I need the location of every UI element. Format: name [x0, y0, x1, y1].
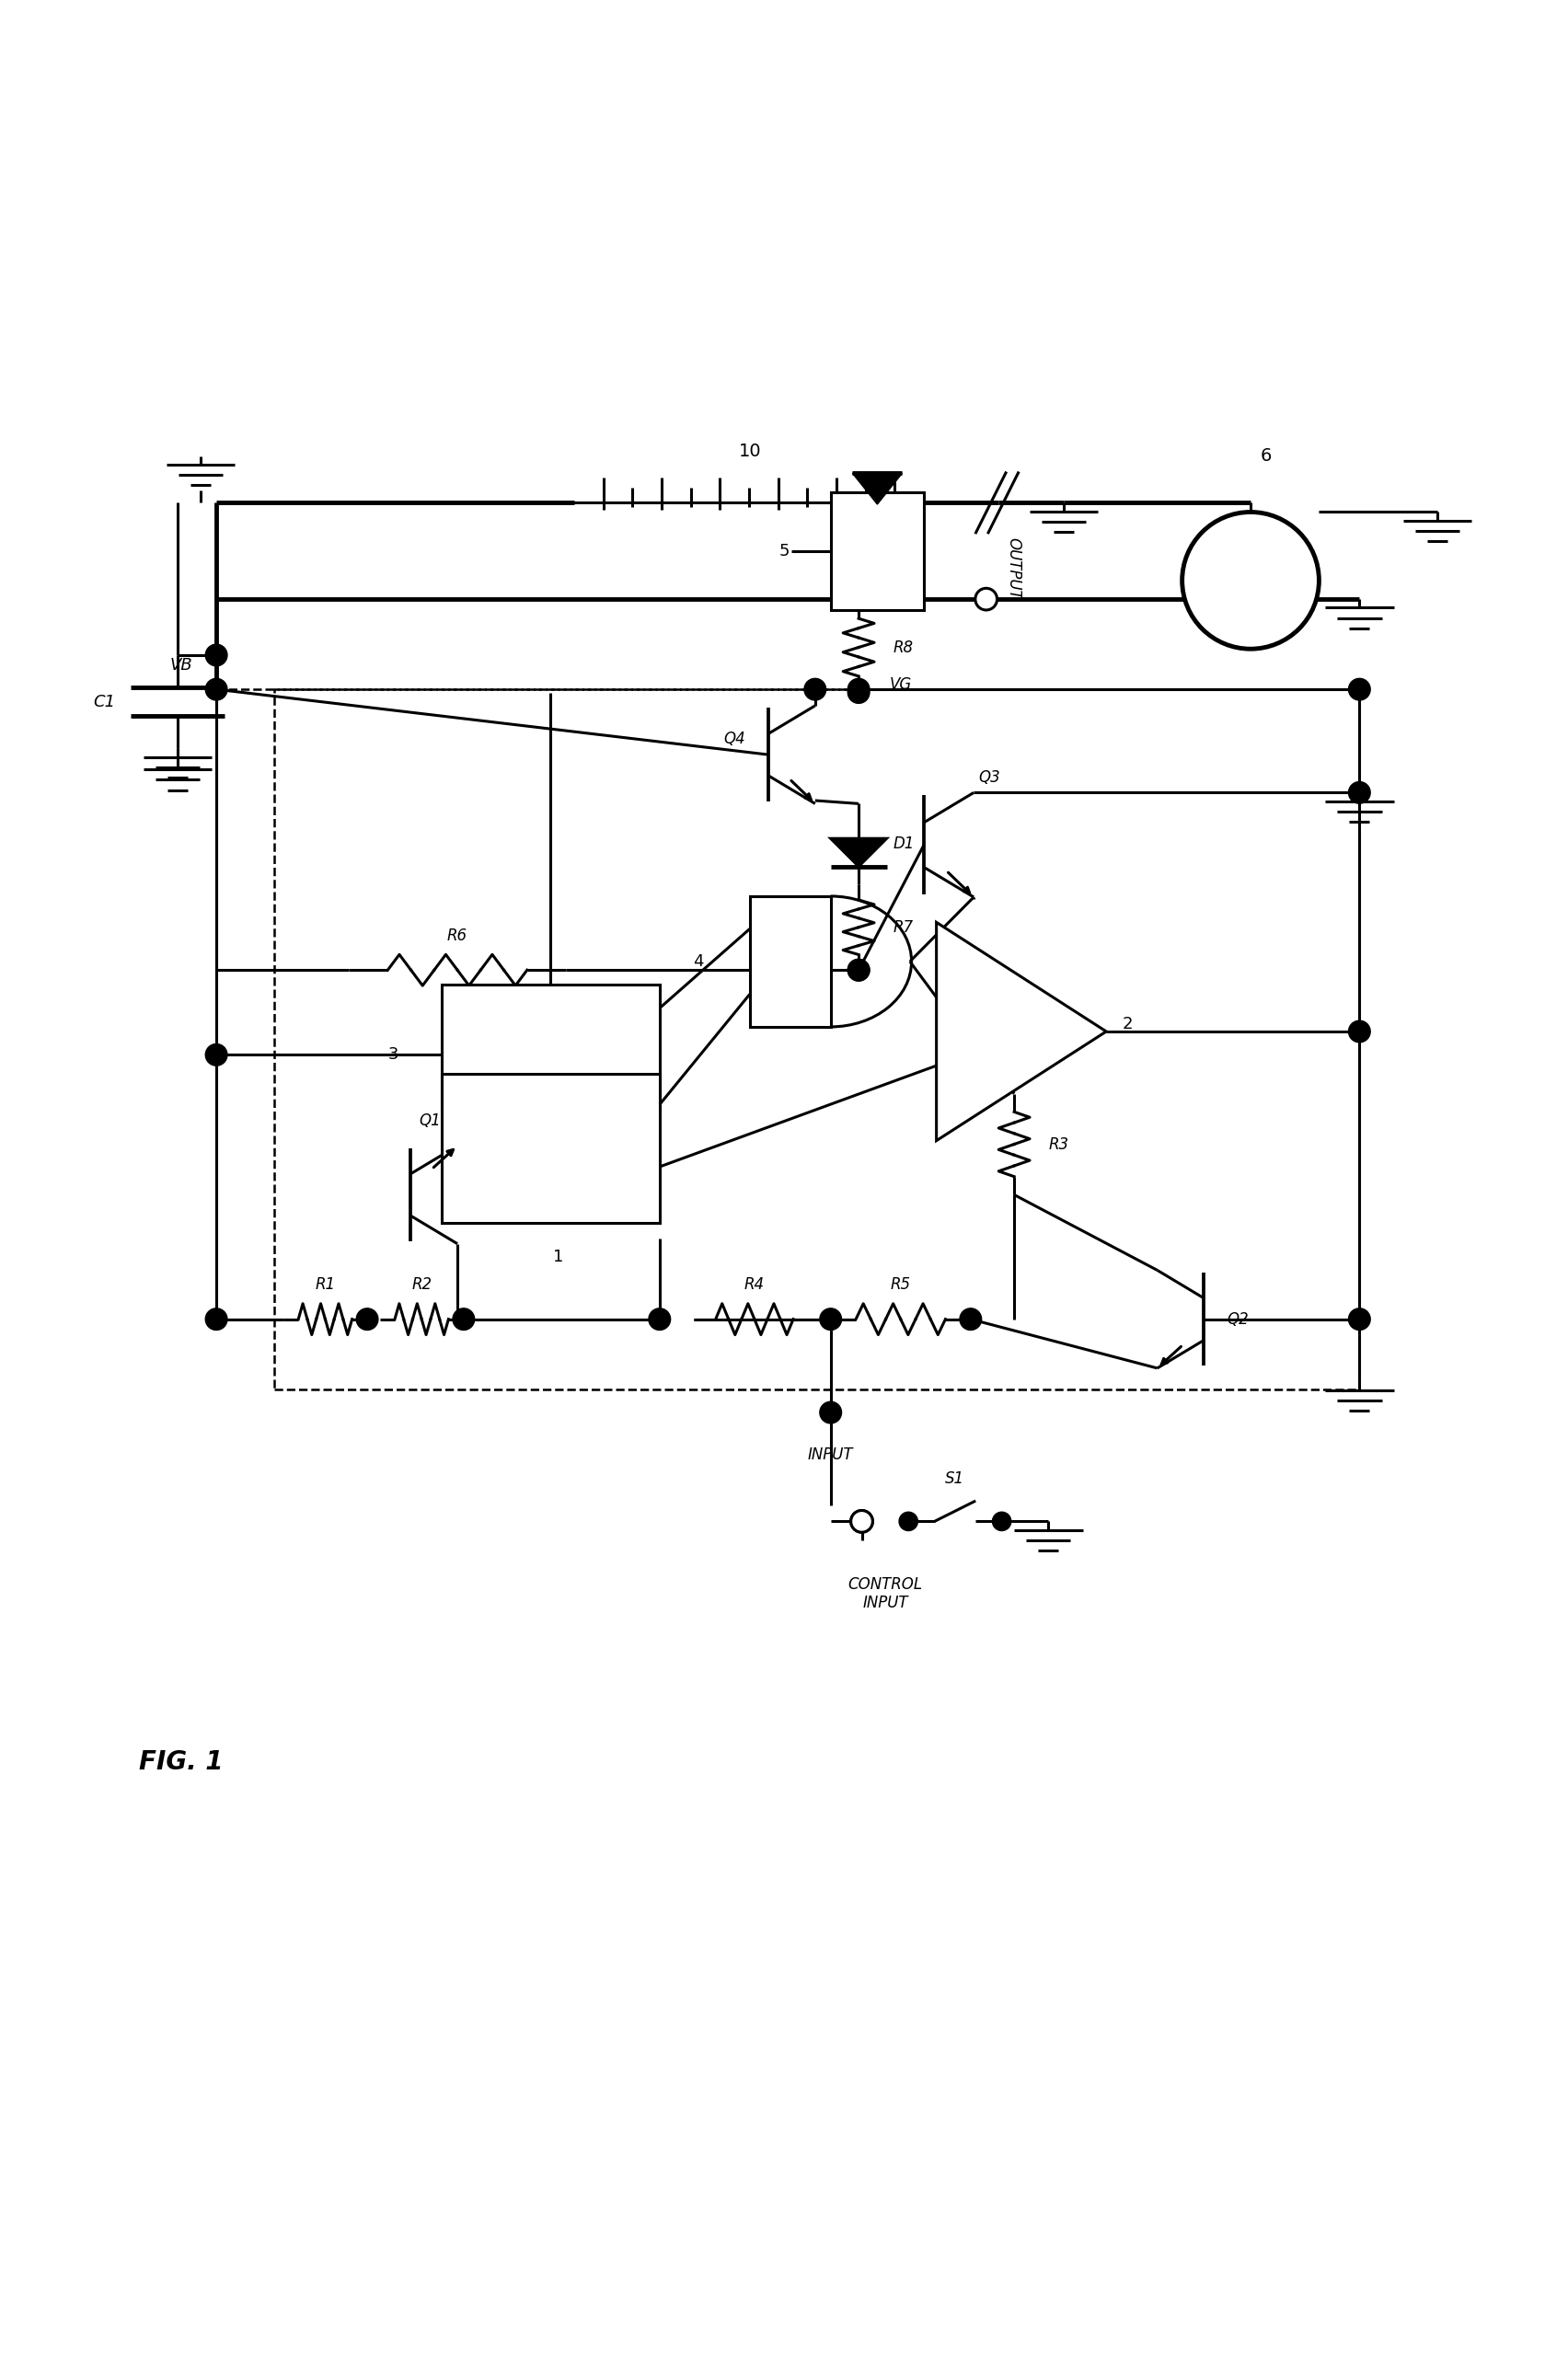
- Circle shape: [853, 1512, 872, 1531]
- Circle shape: [898, 1512, 917, 1531]
- Text: R4: R4: [745, 1277, 765, 1294]
- Text: INPUT: INPUT: [808, 1446, 853, 1462]
- Text: D1: D1: [892, 836, 914, 852]
- Text: M: M: [1240, 572, 1261, 589]
- Text: 3: 3: [387, 1047, 398, 1064]
- Circle shape: [205, 643, 227, 667]
- Text: OUTPUT: OUTPUT: [1005, 537, 1021, 598]
- Bar: [442, 1073, 660, 1223]
- Text: Q3: Q3: [978, 769, 1000, 786]
- Circle shape: [453, 1308, 475, 1329]
- Text: R7: R7: [892, 919, 913, 935]
- Text: Q2: Q2: [1228, 1310, 1250, 1327]
- Text: −: −: [966, 1054, 978, 1071]
- Text: Q4: Q4: [723, 731, 745, 748]
- Bar: [750, 895, 831, 1028]
- Circle shape: [820, 1401, 842, 1424]
- Circle shape: [848, 681, 870, 703]
- Circle shape: [205, 1045, 227, 1066]
- Circle shape: [820, 1308, 842, 1329]
- Text: FIG. 1: FIG. 1: [138, 1750, 223, 1776]
- Text: VG: VG: [889, 677, 913, 693]
- Bar: [274, 688, 1359, 1389]
- Circle shape: [1348, 1021, 1370, 1042]
- Circle shape: [205, 1308, 227, 1329]
- Circle shape: [356, 1308, 378, 1329]
- Text: R5: R5: [891, 1277, 911, 1294]
- Circle shape: [649, 1308, 671, 1329]
- Circle shape: [851, 1510, 873, 1531]
- Text: 1: 1: [554, 1249, 564, 1265]
- Bar: [831, 491, 924, 610]
- Text: C1: C1: [93, 693, 116, 710]
- Text: 10: 10: [739, 442, 760, 461]
- Text: 2: 2: [1123, 1016, 1134, 1033]
- Circle shape: [960, 1308, 982, 1329]
- Text: 5: 5: [779, 544, 789, 560]
- Circle shape: [804, 679, 826, 700]
- Polygon shape: [853, 472, 902, 503]
- Text: 4: 4: [693, 954, 702, 971]
- Text: R2: R2: [411, 1277, 431, 1294]
- Text: S1: S1: [946, 1470, 964, 1486]
- Text: 6: 6: [1261, 446, 1272, 465]
- Circle shape: [848, 959, 870, 980]
- Circle shape: [1348, 1308, 1370, 1329]
- Circle shape: [975, 589, 997, 610]
- Circle shape: [1348, 781, 1370, 802]
- Text: CONSTANT
CURRENT
SOURCE: CONSTANT CURRENT SOURCE: [514, 1128, 588, 1168]
- Circle shape: [975, 589, 997, 610]
- Text: CONTROL
INPUT: CONTROL INPUT: [848, 1576, 922, 1612]
- Text: Q1: Q1: [419, 1113, 441, 1130]
- Text: OSCILLATOR: OSCILLATOR: [506, 1040, 596, 1054]
- Circle shape: [848, 959, 870, 980]
- Polygon shape: [831, 838, 886, 867]
- Circle shape: [1348, 679, 1370, 700]
- Circle shape: [205, 679, 227, 700]
- Text: R7: R7: [804, 919, 825, 935]
- Text: R8: R8: [892, 639, 913, 655]
- Text: R3: R3: [1049, 1135, 1069, 1151]
- Circle shape: [851, 1510, 873, 1531]
- Circle shape: [1182, 513, 1319, 648]
- Circle shape: [848, 679, 870, 700]
- Text: VB: VB: [171, 658, 193, 674]
- Bar: [442, 985, 660, 1109]
- Polygon shape: [936, 923, 1107, 1140]
- Circle shape: [993, 1512, 1011, 1531]
- Text: R6: R6: [447, 928, 467, 945]
- Text: R1: R1: [315, 1277, 336, 1294]
- Text: +: +: [966, 990, 978, 1007]
